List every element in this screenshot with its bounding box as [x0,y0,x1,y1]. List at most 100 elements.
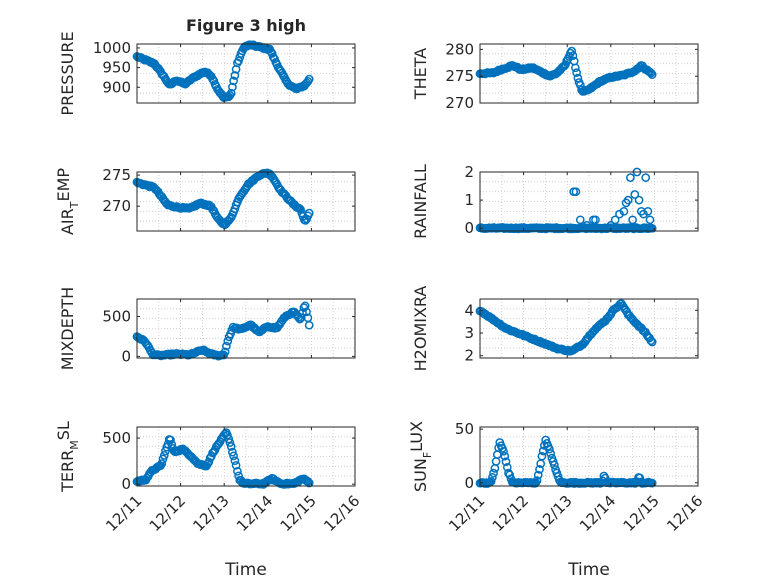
data-point [535,465,544,474]
figure-title: Figure 3 high [186,16,306,35]
y-axis-label: MIXDEPTH [58,287,77,370]
data-point [300,301,310,311]
data-point [645,215,655,225]
y-tick-label: 275 [102,166,131,184]
data-point [630,190,640,199]
data-point [582,221,592,230]
data-point [166,435,175,445]
axes-box [479,298,699,359]
data-point [223,430,232,440]
data-point [567,46,577,56]
data-point [626,173,635,182]
data-point [575,215,585,225]
data-point [205,453,215,463]
data-point [231,460,241,470]
data-point [647,337,657,347]
data-point [225,438,235,447]
x-axis-label-right: Time [567,560,610,580]
data-point [546,449,555,458]
data-point [159,451,169,460]
y-tick-label: 0 [464,474,474,492]
data-markers [132,168,314,230]
data-point [572,68,581,77]
data-point [301,216,310,225]
y-tick-label: 4 [464,301,474,319]
data-point [571,63,580,73]
data-point [533,470,543,480]
chart-panel-6: 2 3 4 H2OMIXRA [411,286,699,372]
data-point [228,447,237,457]
data-point [304,320,314,330]
data-point [234,471,243,481]
y-axis-label: H2OMIXRA [411,286,430,372]
data-point [646,336,656,346]
data-point [591,215,600,225]
data-point [214,439,224,448]
data-point [645,67,655,77]
data-point [303,477,313,486]
axes-box [136,171,356,232]
axes-box [136,43,356,104]
data-point [226,442,236,451]
y-tick-label: 2 [464,163,474,181]
data-point [646,68,656,78]
y-tick-label: 950 [102,59,131,77]
y-tick-label: 275 [445,67,474,85]
y-axis-label: RAINFALL [411,164,430,239]
y-tick-label: 500 [102,429,131,447]
data-point [500,451,510,461]
grid [137,427,355,486]
data-point [230,71,240,80]
y-axis-label: TERRMSL [54,421,81,493]
y-axis-label: THETA [411,48,430,100]
y-tick-label: 50 [455,420,474,438]
y-tick-label: 270 [102,197,131,215]
data-markers [132,40,314,102]
axes-box [136,298,356,359]
data-point [294,203,304,213]
y-axis-label: SUNFLUX [407,421,434,492]
data-point [228,82,237,92]
x-axis-label-left: Time [224,560,267,580]
data-point [229,76,238,86]
data-markers [475,46,657,96]
axes-box [479,171,699,232]
y-axis-label: PRESSURE [58,31,77,115]
y-tick-label: 2 [464,347,474,365]
data-point [223,336,233,346]
data-point [571,187,581,197]
data-point [619,206,629,216]
data-markers [475,435,657,488]
data-point [549,460,559,470]
data-point [220,347,230,357]
axes-box [136,426,356,487]
y-tick-label: 0 [121,347,131,365]
data-point [489,468,498,478]
data-point [559,61,569,71]
data-point [229,451,238,461]
y-tick-label: 3 [464,324,474,342]
data-point [304,478,314,488]
y-tick-label: 1 [464,191,474,209]
data-point [610,215,620,225]
data-point [502,462,512,472]
data-point [298,308,307,318]
chart-panel-3: 270 275 AIRTEMP [54,166,356,235]
y-tick-label: 270 [445,94,474,112]
data-point [628,215,637,225]
chart-panel-4: 0 1 2 RAINFALL [411,163,699,239]
data-point [623,195,633,205]
data-point [501,457,511,467]
data-point [641,173,651,182]
chart-panel-2: 270 275 280 THETA [411,40,699,112]
data-point [302,307,311,317]
axes-box [479,426,699,487]
data-point [545,444,554,454]
data-point [488,472,497,482]
data-point [647,70,657,79]
data-point [532,476,542,485]
y-tick-label: 280 [445,40,474,58]
data-point [268,52,278,62]
